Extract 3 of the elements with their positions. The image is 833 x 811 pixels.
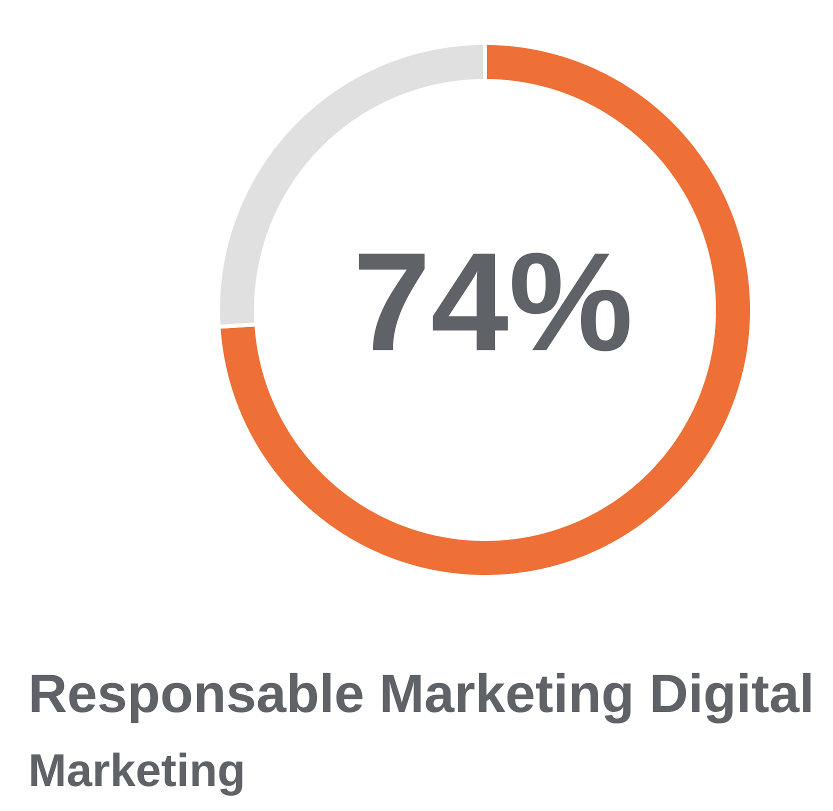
data-label: 74% [358, 252, 630, 352]
text: Responsable Marketing Digital [32, 672, 810, 724]
text: Marketing [31, 752, 242, 796]
